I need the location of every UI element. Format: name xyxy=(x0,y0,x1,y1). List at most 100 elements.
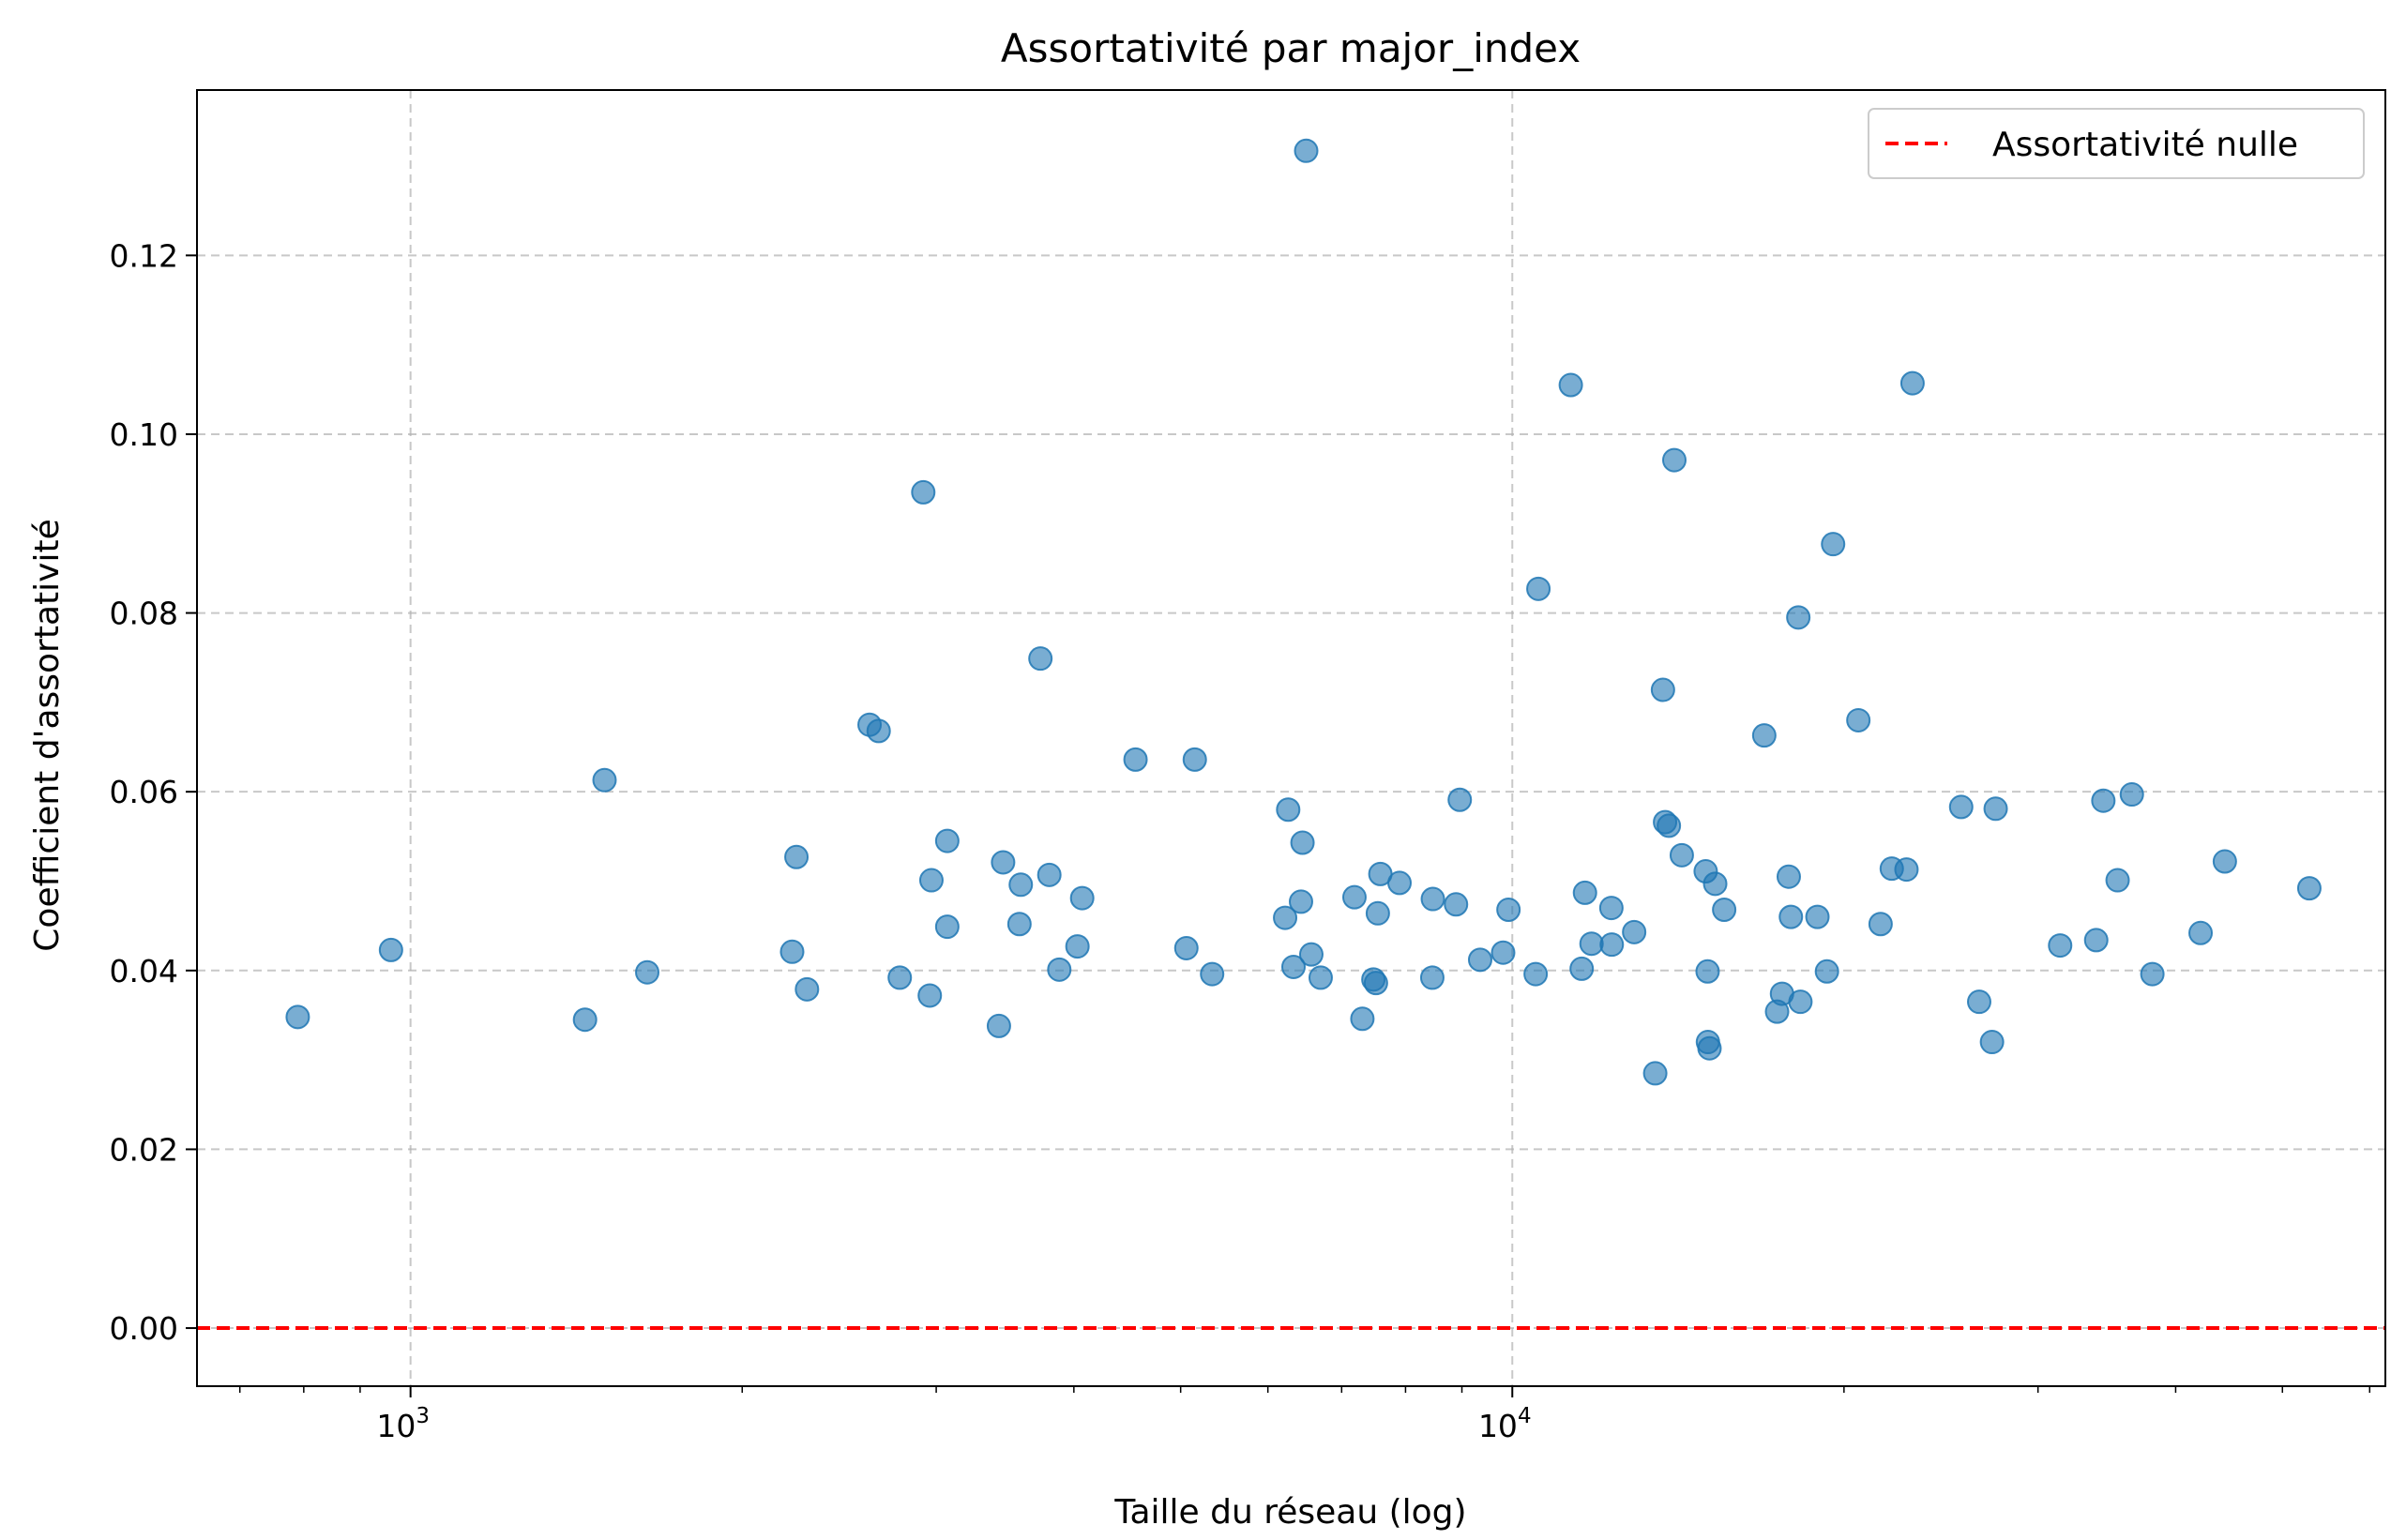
data-point xyxy=(1695,959,1720,984)
data-point xyxy=(1294,138,1319,163)
data-point xyxy=(1786,605,1811,630)
data-point xyxy=(1491,940,1516,965)
data-point xyxy=(1569,956,1595,981)
data-point xyxy=(1037,862,1062,887)
data-point xyxy=(1290,830,1315,855)
data-point xyxy=(1526,576,1551,601)
y-tick-label: 0.12 xyxy=(110,237,178,274)
data-point xyxy=(1599,932,1625,958)
data-point xyxy=(2083,928,2109,953)
data-point xyxy=(1650,677,1675,702)
data-point xyxy=(1273,905,1298,930)
data-point xyxy=(592,767,617,793)
data-point xyxy=(2048,933,2073,959)
data-point xyxy=(934,828,960,853)
data-point xyxy=(1363,971,1388,996)
data-point xyxy=(1523,961,1549,987)
data-point xyxy=(1308,965,1333,990)
data-point xyxy=(1572,880,1597,905)
data-point xyxy=(635,959,660,985)
legend-box xyxy=(1868,108,2365,179)
data-point xyxy=(1341,884,1367,910)
data-point xyxy=(1948,794,1974,820)
data-point xyxy=(285,1004,310,1030)
data-point xyxy=(1697,1035,1722,1061)
y-tick-label: 0.08 xyxy=(110,596,178,632)
data-point xyxy=(1788,989,1813,1015)
data-point xyxy=(1350,1006,1375,1032)
data-point xyxy=(1288,889,1313,914)
y-tick-label: 0.00 xyxy=(110,1310,178,1347)
data-point xyxy=(794,976,820,1002)
data-point xyxy=(1899,370,1925,396)
data-point xyxy=(1778,904,1804,929)
data-point xyxy=(1821,532,1846,557)
data-point xyxy=(784,844,810,869)
data-point xyxy=(991,850,1016,875)
legend: Assortativité nulle xyxy=(1868,108,2365,179)
data-point xyxy=(1579,931,1604,957)
data-point xyxy=(1065,934,1090,959)
data-point xyxy=(1008,872,1034,898)
data-point xyxy=(1467,947,1492,973)
data-point xyxy=(1805,904,1830,929)
data-point xyxy=(1028,646,1053,672)
chart-title: Assortativité par major_index xyxy=(1001,25,1581,71)
data-point xyxy=(779,939,805,964)
data-point xyxy=(1420,886,1445,912)
data-point xyxy=(1123,747,1148,772)
data-point xyxy=(1182,747,1207,772)
data-point xyxy=(2119,782,2144,808)
data-point xyxy=(1047,957,1072,982)
data-point xyxy=(1751,723,1777,748)
x-axis-label: Taille du réseau (log) xyxy=(1113,1493,1466,1532)
data-point xyxy=(1069,885,1095,911)
data-point xyxy=(986,1013,1011,1038)
data-point xyxy=(1983,796,2008,822)
data-point xyxy=(1814,959,1839,984)
data-point xyxy=(1365,900,1390,926)
data-point xyxy=(1702,871,1728,897)
data-point xyxy=(1669,842,1694,868)
data-point xyxy=(1200,961,1225,987)
data-point xyxy=(917,983,943,1008)
data-point xyxy=(1894,857,1919,883)
data-point xyxy=(1558,372,1583,398)
data-point xyxy=(1447,787,1473,812)
data-point xyxy=(2188,920,2214,945)
data-point xyxy=(1642,1061,1668,1086)
data-point xyxy=(887,965,913,990)
data-point xyxy=(378,937,403,962)
data-point xyxy=(2212,849,2237,874)
y-axis-ticks: 0.00 0.02 0.04 0.06 0.08 0.10 0.12 xyxy=(110,237,197,1347)
data-point xyxy=(866,718,891,744)
data-point xyxy=(1598,896,1624,921)
data-point xyxy=(1387,870,1413,896)
data-point xyxy=(918,868,944,893)
y-tick-label: 0.06 xyxy=(110,774,178,810)
data-point xyxy=(1496,897,1521,922)
data-point xyxy=(1444,892,1469,917)
data-point xyxy=(1276,797,1301,823)
data-point xyxy=(572,1007,598,1033)
data-points xyxy=(285,138,2322,1086)
data-point xyxy=(2296,876,2322,901)
y-tick-label: 0.02 xyxy=(110,1131,178,1168)
data-point xyxy=(1846,707,1871,732)
data-point xyxy=(1966,989,1991,1015)
data-point xyxy=(1712,897,1737,922)
plot-frame xyxy=(196,89,2386,1387)
data-point xyxy=(1280,954,1306,979)
data-point xyxy=(2091,788,2116,813)
y-axis-label: Coefficient d'assortativité xyxy=(28,519,67,951)
data-point xyxy=(2105,868,2130,893)
data-point xyxy=(1173,935,1199,960)
data-point xyxy=(934,914,960,940)
grid xyxy=(197,90,2385,1386)
data-point xyxy=(1298,942,1324,967)
y-tick-label: 0.04 xyxy=(110,953,178,989)
data-point xyxy=(911,479,936,505)
